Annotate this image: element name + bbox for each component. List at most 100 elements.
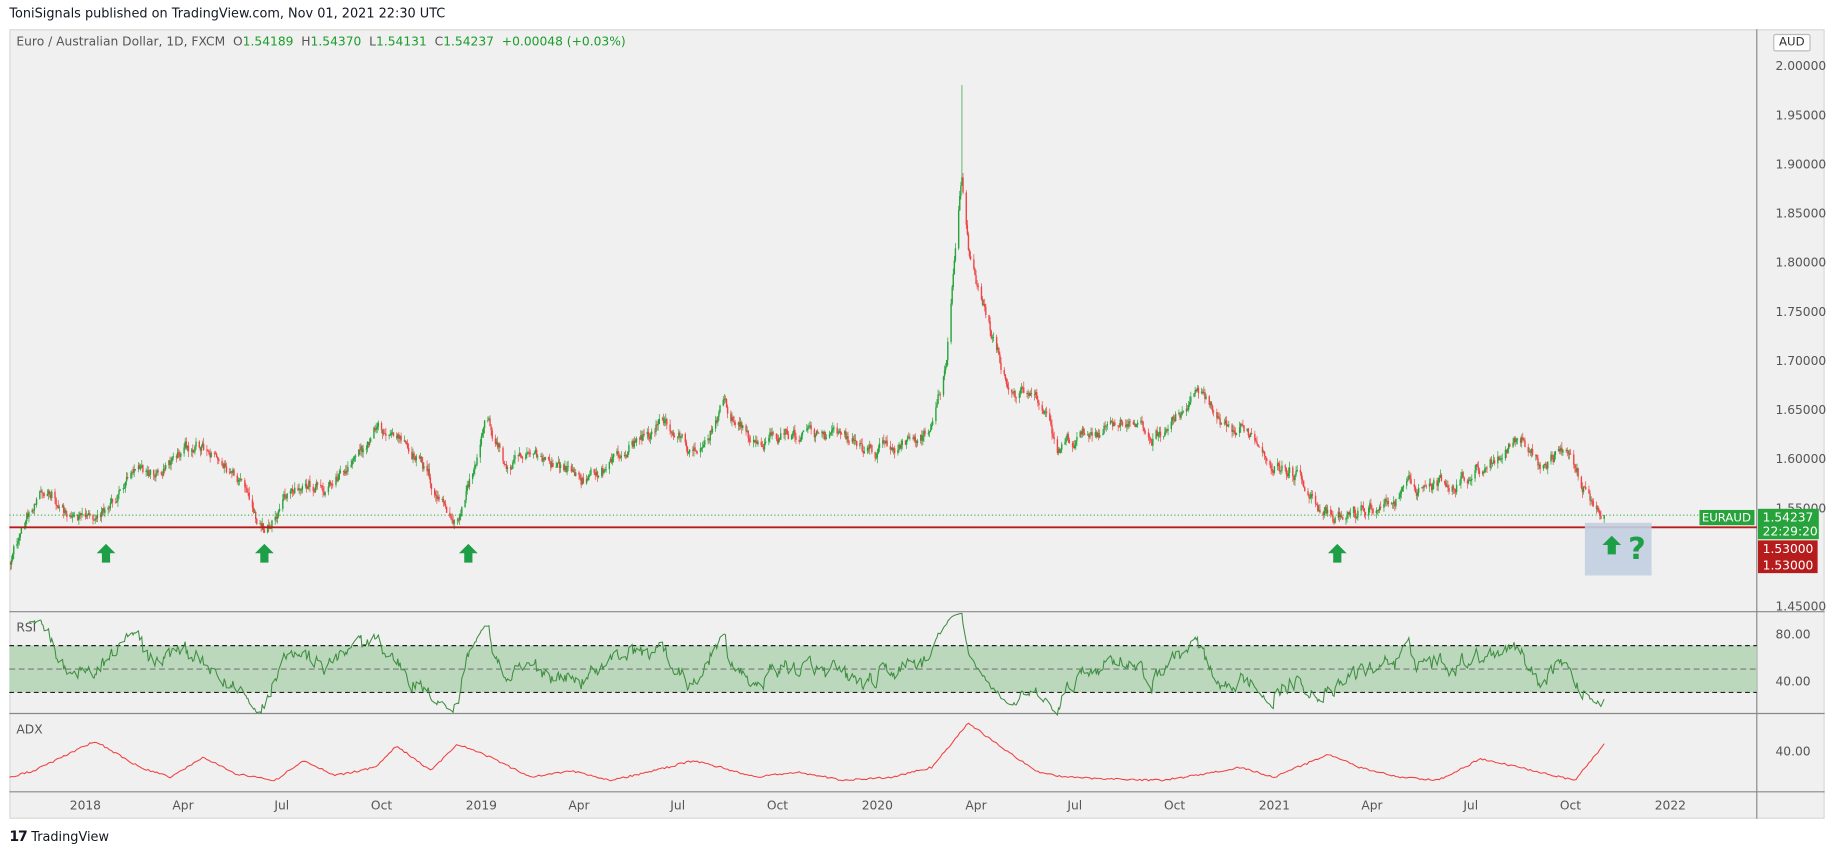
candle-body xyxy=(305,483,308,489)
candle xyxy=(761,440,764,448)
candle-body xyxy=(1453,488,1456,490)
candle-body xyxy=(939,394,941,396)
candle-body xyxy=(1378,506,1381,511)
candle-body xyxy=(1507,444,1510,450)
candle-body xyxy=(548,459,551,462)
candle-body xyxy=(1459,483,1461,485)
candle xyxy=(232,467,234,476)
candle-body xyxy=(162,468,165,476)
candle xyxy=(1204,388,1206,404)
candle xyxy=(324,491,326,498)
candle xyxy=(130,470,132,480)
candle xyxy=(87,510,90,516)
candle xyxy=(1537,455,1539,470)
publisher-line: ToniSignals published on TradingView.com… xyxy=(9,5,446,22)
candle-body xyxy=(951,286,953,304)
candle xyxy=(1072,441,1075,449)
candle xyxy=(1311,490,1314,499)
candle xyxy=(618,451,620,462)
candle-body xyxy=(1425,486,1427,488)
candle xyxy=(1542,464,1545,471)
candle-body xyxy=(775,433,778,439)
candle xyxy=(207,448,209,452)
candle-body xyxy=(801,431,804,436)
candle-body xyxy=(673,435,676,438)
time-tick-label: 2020 xyxy=(862,798,893,812)
candle-body xyxy=(1258,446,1260,448)
candle-body xyxy=(601,467,603,477)
candle xyxy=(1337,507,1340,521)
candle xyxy=(898,441,900,453)
candle xyxy=(1023,381,1025,394)
candle-body xyxy=(572,469,575,473)
candle xyxy=(298,483,300,494)
candle xyxy=(1249,432,1252,438)
candle-body xyxy=(419,456,422,459)
candle xyxy=(359,444,361,455)
candle xyxy=(532,453,535,459)
candle xyxy=(380,421,383,434)
candle-body xyxy=(904,440,907,445)
candle-body xyxy=(704,440,706,445)
candle-body xyxy=(41,490,43,493)
candle-body xyxy=(1576,468,1578,472)
candle-body xyxy=(413,453,415,457)
candle-body xyxy=(1462,472,1464,478)
candle-body xyxy=(367,441,370,445)
candle-body xyxy=(595,471,598,476)
candle xyxy=(11,552,14,562)
candle xyxy=(824,431,826,441)
candle-body xyxy=(186,445,189,449)
close-value: 1.54237 xyxy=(443,35,494,50)
candle xyxy=(1038,400,1040,411)
candle xyxy=(479,439,481,463)
candle xyxy=(1466,478,1469,489)
candle xyxy=(1126,419,1128,433)
candle-body xyxy=(1524,440,1526,448)
candle-body xyxy=(1516,438,1519,440)
candle xyxy=(1156,426,1158,437)
candle xyxy=(914,433,916,448)
candle xyxy=(456,517,459,525)
candle xyxy=(81,507,83,518)
candle xyxy=(529,449,531,457)
candle xyxy=(1071,440,1074,452)
candle xyxy=(1408,470,1410,480)
candle-body xyxy=(225,466,228,473)
candle-body xyxy=(251,499,254,508)
candle-body xyxy=(80,513,82,516)
candle-body xyxy=(905,439,908,445)
candle xyxy=(540,453,542,457)
candle-body xyxy=(1026,392,1028,394)
level-tag: 1.53000 xyxy=(1763,559,1814,573)
candle-body xyxy=(1014,390,1016,398)
candle-body xyxy=(1091,432,1093,437)
candle-body xyxy=(567,466,569,468)
candle xyxy=(989,316,991,337)
candle-body xyxy=(49,494,52,499)
candle-body xyxy=(504,464,506,466)
candle-body xyxy=(194,446,196,452)
candle xyxy=(1395,498,1397,510)
candle-body xyxy=(78,515,80,521)
candle-body xyxy=(671,432,673,434)
candle xyxy=(213,451,216,458)
candle-body xyxy=(252,507,255,513)
candle-body xyxy=(1463,477,1465,481)
candle xyxy=(1523,437,1525,443)
candle xyxy=(1355,509,1357,524)
candle xyxy=(684,432,687,446)
candle-body xyxy=(435,495,437,497)
candle-body xyxy=(237,480,240,482)
candle xyxy=(1506,447,1509,454)
price-tick-label: 1.95000 xyxy=(1776,108,1827,122)
currency-button[interactable]: AUD xyxy=(1773,33,1811,52)
candle-body xyxy=(741,422,743,428)
candle-body xyxy=(552,463,554,467)
candle-body xyxy=(718,412,720,417)
candle-body xyxy=(831,430,833,433)
candle-body xyxy=(965,192,967,225)
candle-body xyxy=(1095,432,1098,437)
candle xyxy=(1330,505,1332,518)
